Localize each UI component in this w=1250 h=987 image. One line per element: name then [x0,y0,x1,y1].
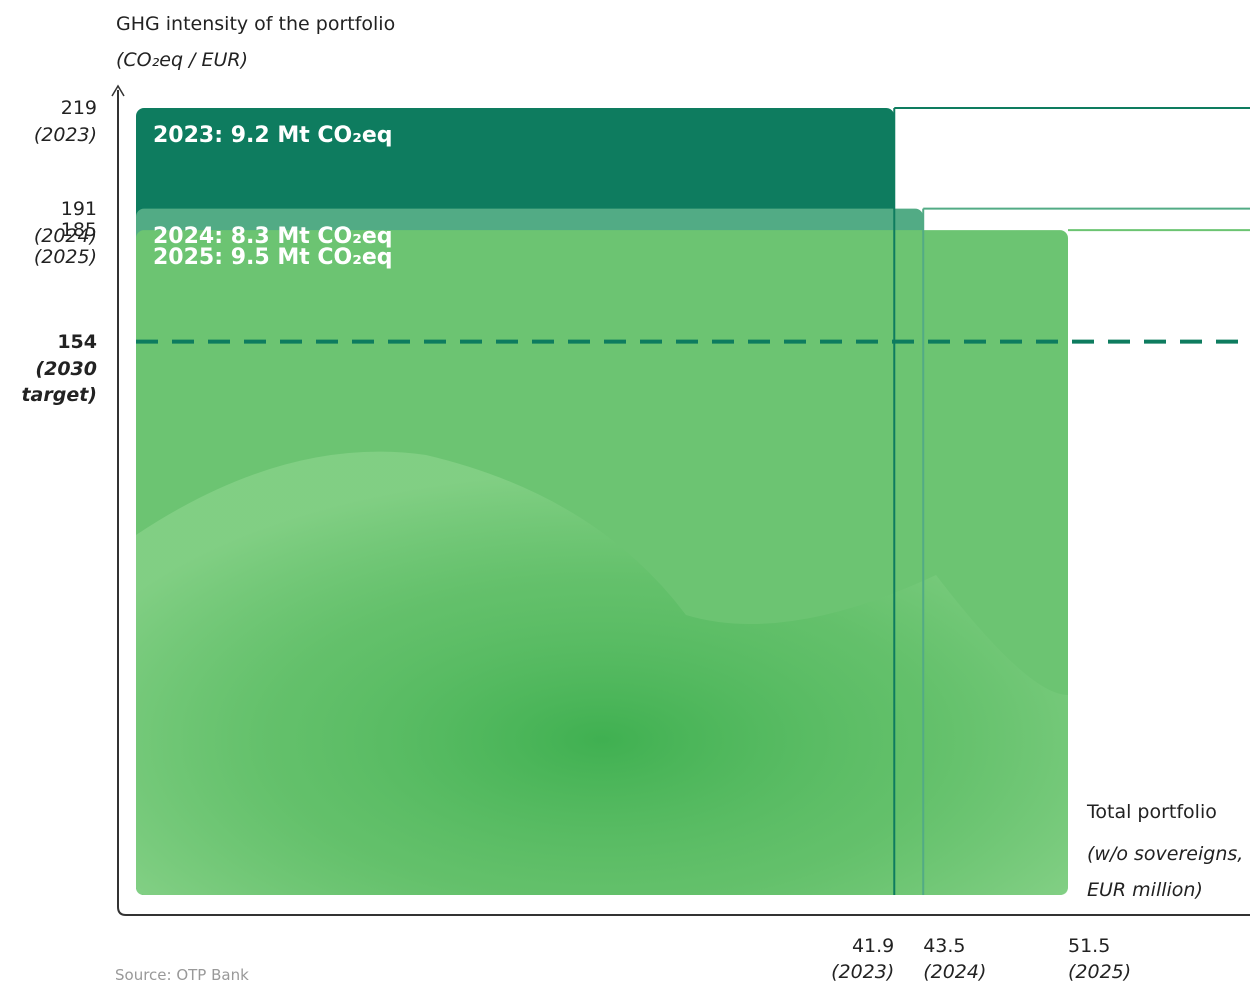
y-tick-label: 154 [57,330,97,353]
y-axis-title: GHG intensity of the portfolio [116,13,396,35]
x-tick-label: 43.5 [923,935,966,957]
y-tick-label: 185 [60,219,97,242]
y-tick-note: (2025) [33,246,97,269]
source: Source: OTP Bank [115,966,249,984]
x-axis-unit: (w/o sovereigns, EUR million) [1087,843,1244,901]
axis-line [117,90,1250,916]
y-tick-label: 191 [60,197,97,220]
axis-arrow [111,84,125,97]
x-tick-label: 51.5 [1068,935,1111,957]
y-tick-note: (2023) [33,124,97,146]
texture [136,451,1068,895]
x-tick-note: (2024) [923,961,987,983]
y-tick-label: 219 [60,97,97,119]
band-label: 2025: 9.5 Mt CO₂eq [153,245,393,271]
x-axis-title: Total portfolio [1087,801,1217,823]
y-axis-unit: (CO₂eq / EUR) [116,49,249,71]
x-tick-note: (2023) [831,961,895,983]
x-tick-label: 41.9 [851,935,895,957]
y-tick-note: (2030 target) [21,357,97,406]
band-label: 2023: 9.2 Mt CO₂eq [153,123,393,148]
band-label: 2024: 8.3 Mt CO₂eq [153,223,393,249]
x-tick-note: (2025) [1068,961,1132,983]
y-tick-note: (2024) [33,224,97,247]
